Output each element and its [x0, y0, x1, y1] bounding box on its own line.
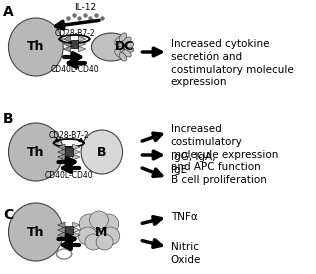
Polygon shape — [78, 46, 86, 52]
Polygon shape — [63, 46, 71, 52]
Polygon shape — [73, 149, 80, 155]
Ellipse shape — [123, 50, 131, 57]
Polygon shape — [58, 222, 65, 228]
Ellipse shape — [125, 46, 134, 52]
Ellipse shape — [78, 227, 97, 245]
Ellipse shape — [89, 211, 108, 229]
Ellipse shape — [117, 39, 125, 47]
Polygon shape — [73, 222, 80, 228]
Ellipse shape — [115, 49, 122, 58]
Ellipse shape — [9, 18, 63, 76]
Ellipse shape — [119, 53, 127, 61]
Polygon shape — [58, 149, 65, 155]
Text: Th: Th — [27, 41, 45, 53]
Text: B: B — [97, 145, 106, 158]
Ellipse shape — [96, 234, 113, 250]
Text: Increased cytokine
secretión and
costimulatory molecule
expression: Increased cytokine secretión and costimu… — [171, 39, 293, 87]
Ellipse shape — [119, 33, 127, 41]
Bar — [71, 40, 78, 48]
Ellipse shape — [9, 123, 63, 181]
Polygon shape — [78, 41, 86, 47]
Text: DC: DC — [115, 41, 134, 53]
Text: Nitric
Oxide: Nitric Oxide — [171, 242, 201, 265]
Ellipse shape — [81, 130, 123, 174]
Polygon shape — [78, 36, 86, 42]
Polygon shape — [73, 227, 80, 233]
Ellipse shape — [84, 218, 114, 246]
Ellipse shape — [101, 227, 120, 245]
Text: C: C — [3, 208, 13, 222]
Ellipse shape — [117, 47, 125, 55]
Text: Increased
costimulatory
molecule expression
and APC function: Increased costimulatory molecule express… — [171, 124, 278, 172]
Text: CD28-B7-2: CD28-B7-2 — [48, 132, 89, 141]
Text: B cell proliferation: B cell proliferation — [171, 175, 266, 185]
Text: CD40L-CD40: CD40L-CD40 — [50, 64, 99, 73]
Ellipse shape — [125, 42, 134, 48]
Text: Th: Th — [27, 145, 45, 158]
Polygon shape — [73, 144, 80, 150]
Text: Th: Th — [27, 226, 45, 238]
Polygon shape — [58, 227, 65, 233]
Text: CD28-B7-2: CD28-B7-2 — [54, 30, 95, 39]
Bar — [65, 148, 73, 156]
Ellipse shape — [123, 37, 131, 44]
Polygon shape — [58, 144, 65, 150]
Text: IgG, IgA,
IgE: IgG, IgA, IgE — [171, 152, 215, 175]
Polygon shape — [58, 154, 65, 160]
Ellipse shape — [85, 234, 102, 250]
Ellipse shape — [118, 45, 127, 52]
Text: B: B — [3, 112, 14, 126]
Text: A: A — [3, 5, 14, 19]
Polygon shape — [63, 36, 71, 42]
Text: IL-12: IL-12 — [74, 4, 96, 13]
Ellipse shape — [98, 214, 119, 234]
Polygon shape — [73, 232, 80, 238]
Ellipse shape — [9, 203, 63, 261]
Text: CD40L-CD40: CD40L-CD40 — [45, 170, 93, 179]
Ellipse shape — [115, 37, 122, 45]
Ellipse shape — [91, 33, 131, 61]
Polygon shape — [58, 232, 65, 238]
Polygon shape — [63, 41, 71, 47]
Text: TNFα: TNFα — [171, 212, 198, 222]
Ellipse shape — [79, 214, 100, 234]
Bar — [65, 226, 73, 234]
Ellipse shape — [118, 42, 127, 49]
Text: M: M — [95, 226, 107, 238]
Polygon shape — [73, 154, 80, 160]
